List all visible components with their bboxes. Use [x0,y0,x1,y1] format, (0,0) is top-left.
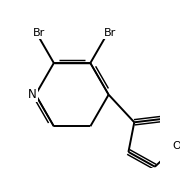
Text: Br: Br [33,28,45,39]
Text: Br: Br [104,28,116,39]
Text: O: O [173,141,180,151]
Text: N: N [28,88,37,101]
